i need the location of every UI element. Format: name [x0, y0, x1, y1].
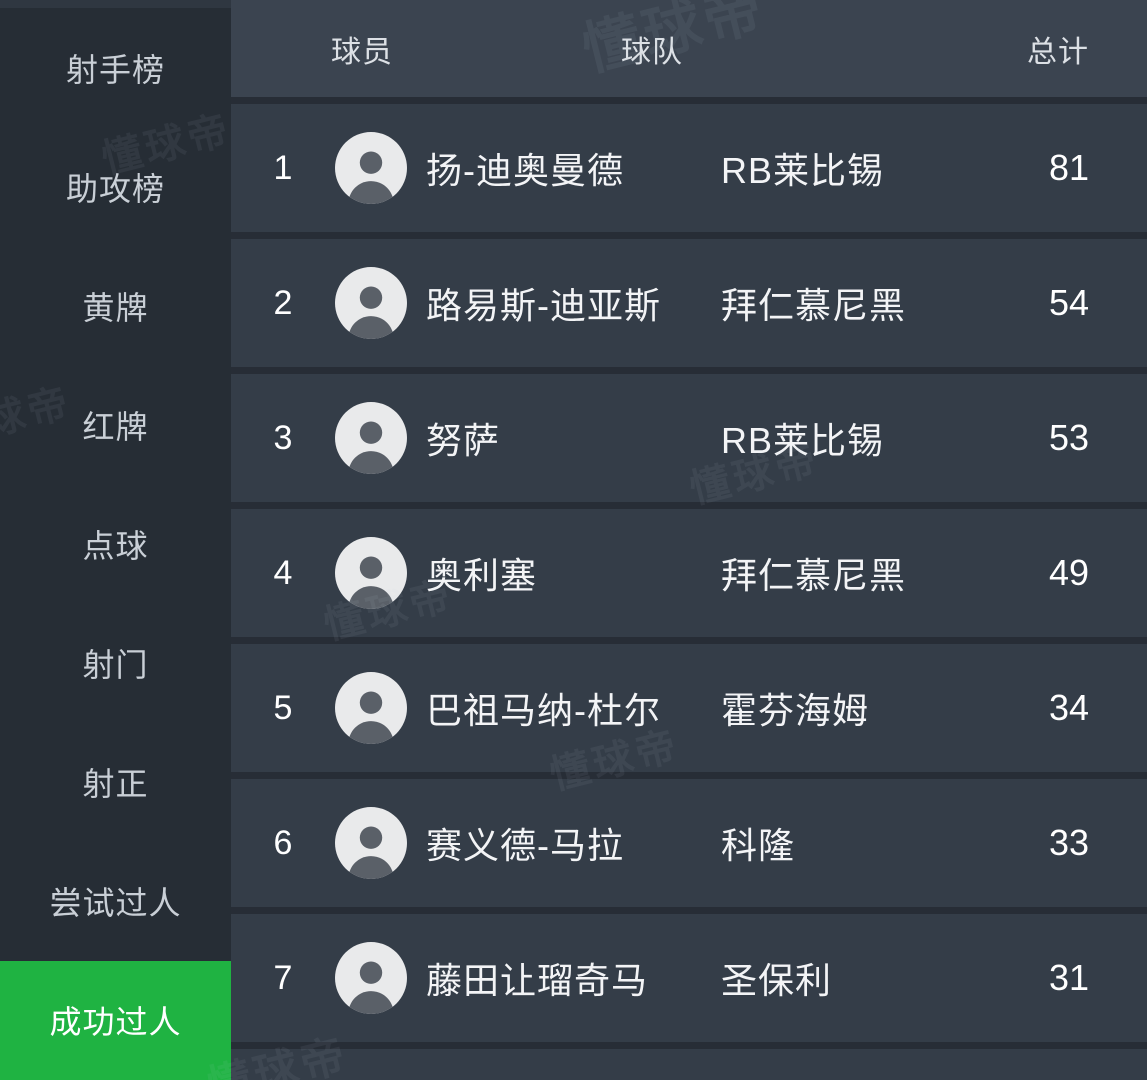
person-silhouette-icon: [348, 826, 394, 879]
sidebar-item[interactable]: 黄牌: [0, 246, 231, 365]
team-name: 拜仁慕尼黑: [721, 555, 907, 596]
team-name: RB莱比锡: [721, 150, 885, 191]
total-value: 54: [1048, 282, 1089, 323]
rank-number: 2: [273, 283, 293, 322]
total-value: 49: [1048, 552, 1089, 593]
team-name: 拜仁慕尼黑: [721, 285, 907, 326]
sidebar-item[interactable]: 尝试过人: [0, 842, 231, 961]
total-value: 34: [1048, 687, 1089, 728]
table-row[interactable]: 2 路易斯-迪亚斯 拜仁慕尼黑 54: [231, 239, 1147, 367]
player-avatar: [335, 537, 407, 609]
person-silhouette-icon: [348, 556, 394, 609]
total-value: 81: [1048, 147, 1089, 188]
team-name: 霍芬海姆: [721, 690, 870, 731]
header-team: 球队: [621, 35, 683, 69]
sidebar-item-label: 红牌: [82, 408, 149, 445]
table-header: 球员 球队 总计: [231, 0, 1147, 97]
sidebar-item[interactable]: 射门: [0, 604, 231, 723]
total-value: 31: [1048, 957, 1089, 998]
sidebar-item[interactable]: 红牌: [0, 365, 231, 484]
table-row[interactable]: 6 赛义德-马拉 科隆 33: [231, 779, 1147, 907]
person-silhouette-icon: [348, 286, 394, 339]
table-row[interactable]: 1 扬-迪奥曼德 RB莱比锡 81: [231, 104, 1147, 232]
total-value: 33: [1048, 822, 1089, 863]
player-name: 路易斯-迪亚斯: [426, 285, 661, 326]
sidebar-item-label: 尝试过人: [49, 885, 182, 922]
sidebar-item[interactable]: 点球: [0, 484, 231, 603]
sidebar-item[interactable]: 射正: [0, 723, 231, 842]
player-avatar: [335, 402, 407, 474]
person-silhouette-icon: [348, 151, 394, 204]
player-avatar: [335, 267, 407, 339]
person-silhouette-icon: [348, 691, 394, 744]
table-row[interactable]: 7 藤田让瑠奇马 圣保利 31: [231, 914, 1147, 1042]
rank-number: 6: [273, 823, 293, 862]
sidebar-item-label: 助攻榜: [65, 170, 165, 207]
team-name: RB莱比锡: [721, 420, 885, 461]
person-silhouette-icon: [348, 961, 394, 1014]
table-row[interactable]: 5 巴祖马纳-杜尔 霍芬海姆 34: [231, 644, 1147, 772]
sidebar-item[interactable]: 助攻榜: [0, 127, 231, 246]
rank-number: 7: [273, 958, 293, 997]
player-name: 努萨: [426, 420, 501, 461]
sidebar-top-strip: [0, 0, 231, 8]
rank-number: 1: [273, 148, 293, 187]
header-total: 总计: [1027, 35, 1089, 69]
sidebar-item-label: 点球: [82, 527, 149, 564]
player-name: 藤田让瑠奇马: [426, 960, 649, 1001]
player-name: 扬-迪奥曼德: [426, 150, 624, 191]
person-silhouette-icon: [348, 421, 394, 474]
sidebar-item-label: 射正: [82, 766, 149, 803]
player-avatar: [335, 672, 407, 744]
player-name: 巴祖马纳-杜尔: [426, 690, 661, 731]
player-name: 赛义德-马拉: [426, 825, 624, 866]
player-avatar: [335, 942, 407, 1014]
sidebar-item-label: 射手榜: [65, 51, 165, 88]
sidebar-item[interactable]: 成功过人: [0, 960, 231, 1080]
ranking-table: 球员 球队 总计 1 扬-迪奥曼德 RB莱比锡 81: [231, 0, 1147, 1080]
stats-category-sidebar: 射手榜 助攻榜 黄牌 红牌 点球 射门 射正: [0, 0, 231, 1080]
rank-number: 3: [273, 418, 293, 457]
sidebar-item-label: 成功过人: [49, 1004, 182, 1041]
table-row-partial: [231, 1049, 1147, 1080]
player-avatar: [335, 807, 407, 879]
sidebar-item-label: 射门: [82, 647, 149, 684]
table-row[interactable]: 3 努萨 RB莱比锡 53: [231, 374, 1147, 502]
sidebar-item[interactable]: 射手榜: [0, 8, 231, 127]
rank-number: 5: [273, 688, 293, 727]
rank-number: 4: [273, 553, 293, 592]
player-avatar: [335, 132, 407, 204]
team-name: 科隆: [721, 825, 796, 866]
table-body: 1 扬-迪奥曼德 RB莱比锡 81 2: [231, 97, 1147, 1042]
table-row[interactable]: 4 奥利塞 拜仁慕尼黑 49: [231, 509, 1147, 637]
total-value: 53: [1048, 417, 1089, 458]
player-name: 奥利塞: [426, 555, 538, 596]
team-name: 圣保利: [721, 960, 833, 1001]
sidebar-item-label: 黄牌: [82, 289, 149, 326]
header-player: 球员: [331, 35, 393, 69]
